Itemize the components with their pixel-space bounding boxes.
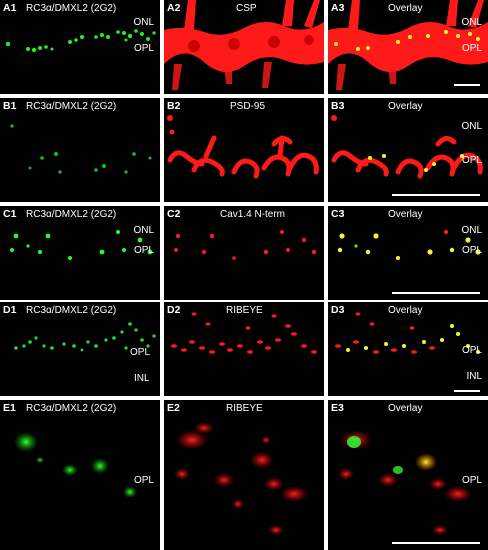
- panel-title: Overlay: [388, 403, 423, 414]
- panel-id: E2: [167, 402, 180, 414]
- micrograph-e3: [338, 430, 472, 535]
- layer-label-onl: ONL: [461, 17, 482, 28]
- panel-e3: E3 Overlay OPL: [328, 400, 488, 550]
- micrograph-b1: [10, 124, 152, 174]
- scale-bar: [454, 84, 480, 86]
- panel-d3: D3 Overlay OPL INL: [328, 302, 488, 396]
- panel-b3: B3 Overlay ONL OPL: [328, 98, 488, 202]
- panel-id: D2: [167, 304, 181, 316]
- panel-title: RIBEYE: [226, 305, 263, 316]
- panel-c3: C3 Overlay ONL OPL: [328, 206, 488, 300]
- micrograph-d2: [171, 312, 317, 354]
- micrograph-d1: [14, 322, 156, 352]
- panel-id: E1: [3, 402, 16, 414]
- panel-c2: C2 Cav1.4 N-term: [164, 206, 324, 300]
- layer-label-opl: OPL: [133, 475, 154, 486]
- layer-label-opl: OPL: [133, 245, 154, 256]
- layer-label-opl: OPL: [133, 43, 154, 54]
- micrograph-e1: [14, 432, 137, 498]
- micrograph-b3: [331, 115, 483, 179]
- panel-title: RIBEYE: [226, 403, 263, 414]
- panel-title: Overlay: [388, 209, 423, 220]
- panel-id: A1: [3, 2, 17, 14]
- panel-id: A3: [331, 2, 345, 14]
- layer-label-inl: INL: [466, 371, 482, 382]
- layer-label-onl: ONL: [133, 225, 154, 236]
- panel-id: C1: [3, 208, 17, 220]
- layer-label-opl: OPL: [461, 155, 482, 166]
- layer-label-onl: ONL: [133, 17, 154, 28]
- panel-id: C2: [167, 208, 181, 220]
- panel-title: PSD-95: [230, 101, 266, 112]
- panel-id: B3: [331, 100, 345, 112]
- panel-e1: E1 RC3α/DMXL2 (2G2) OPL: [0, 400, 160, 550]
- micrograph-a2: [164, 0, 324, 90]
- layer-label-opl: OPL: [130, 347, 151, 358]
- panel-title: RC3α/DMXL2 (2G2): [26, 305, 117, 316]
- panel-title: RC3α/DMXL2 (2G2): [26, 403, 117, 414]
- layer-label-inl: INL: [134, 373, 150, 384]
- scale-bar: [392, 292, 480, 294]
- panel-title: CSP: [236, 3, 257, 14]
- layer-label-opl: OPL: [461, 475, 482, 486]
- layer-label-onl: ONL: [461, 121, 482, 132]
- panel-d1: D1 RC3α/DMXL2 (2G2): [0, 302, 160, 396]
- scale-bar: [392, 542, 480, 544]
- panel-id: C3: [331, 208, 345, 220]
- scale-bar: [392, 194, 480, 196]
- panel-b1: B1 RC3α/DMXL2 (2G2): [0, 98, 160, 202]
- panel-title: Overlay: [388, 101, 423, 112]
- layer-label-onl: ONL: [461, 225, 482, 236]
- panel-id: B2: [167, 100, 181, 112]
- panel-id: E3: [331, 402, 344, 414]
- panel-title: RC3α/DMXL2 (2G2): [26, 209, 117, 220]
- panel-d2: D2 RIBEYE: [164, 302, 324, 396]
- panel-title: RC3α/DMXL2 (2G2): [26, 3, 117, 14]
- panel-title: Overlay: [388, 3, 423, 14]
- layer-label-opl: OPL: [461, 345, 482, 356]
- micrograph-c3: [337, 229, 481, 260]
- panel-id: D1: [3, 304, 17, 316]
- panel-b2: B2 PSD-95: [164, 98, 324, 202]
- panel-title: Cav1.4 N-term: [220, 209, 286, 220]
- micrograph-a3: [328, 0, 488, 90]
- scale-bar: [454, 390, 480, 392]
- panel-a3: A3 Overlay ONL OPL: [328, 0, 488, 94]
- micrograph-b2: [167, 115, 319, 179]
- micrograph-a1: [5, 29, 156, 53]
- panel-title: RC3α/DMXL2 (2G2): [26, 101, 117, 112]
- micrograph-c1: [10, 230, 153, 260]
- layer-label-opl: OPL: [461, 245, 482, 256]
- layer-label-opl: OPL: [461, 43, 482, 54]
- micrograph-e2: [174, 422, 308, 535]
- micrograph-c2: [174, 230, 317, 260]
- panel-a2: A2 CSP: [164, 0, 324, 94]
- panel-id: B1: [3, 100, 17, 112]
- panel-a1: A1 RC3α/DMXL2 (2G2) ONL OPL: [0, 0, 160, 94]
- micrograph-d3: [335, 312, 480, 354]
- panel-title: Overlay: [388, 305, 423, 316]
- panel-id: A2: [167, 2, 181, 14]
- panel-id: D3: [331, 304, 345, 316]
- panel-e2: E2 RIBEYE: [164, 400, 324, 550]
- panel-c1: C1 RC3α/DMXL2 (2G2) ONL OPL: [0, 206, 160, 300]
